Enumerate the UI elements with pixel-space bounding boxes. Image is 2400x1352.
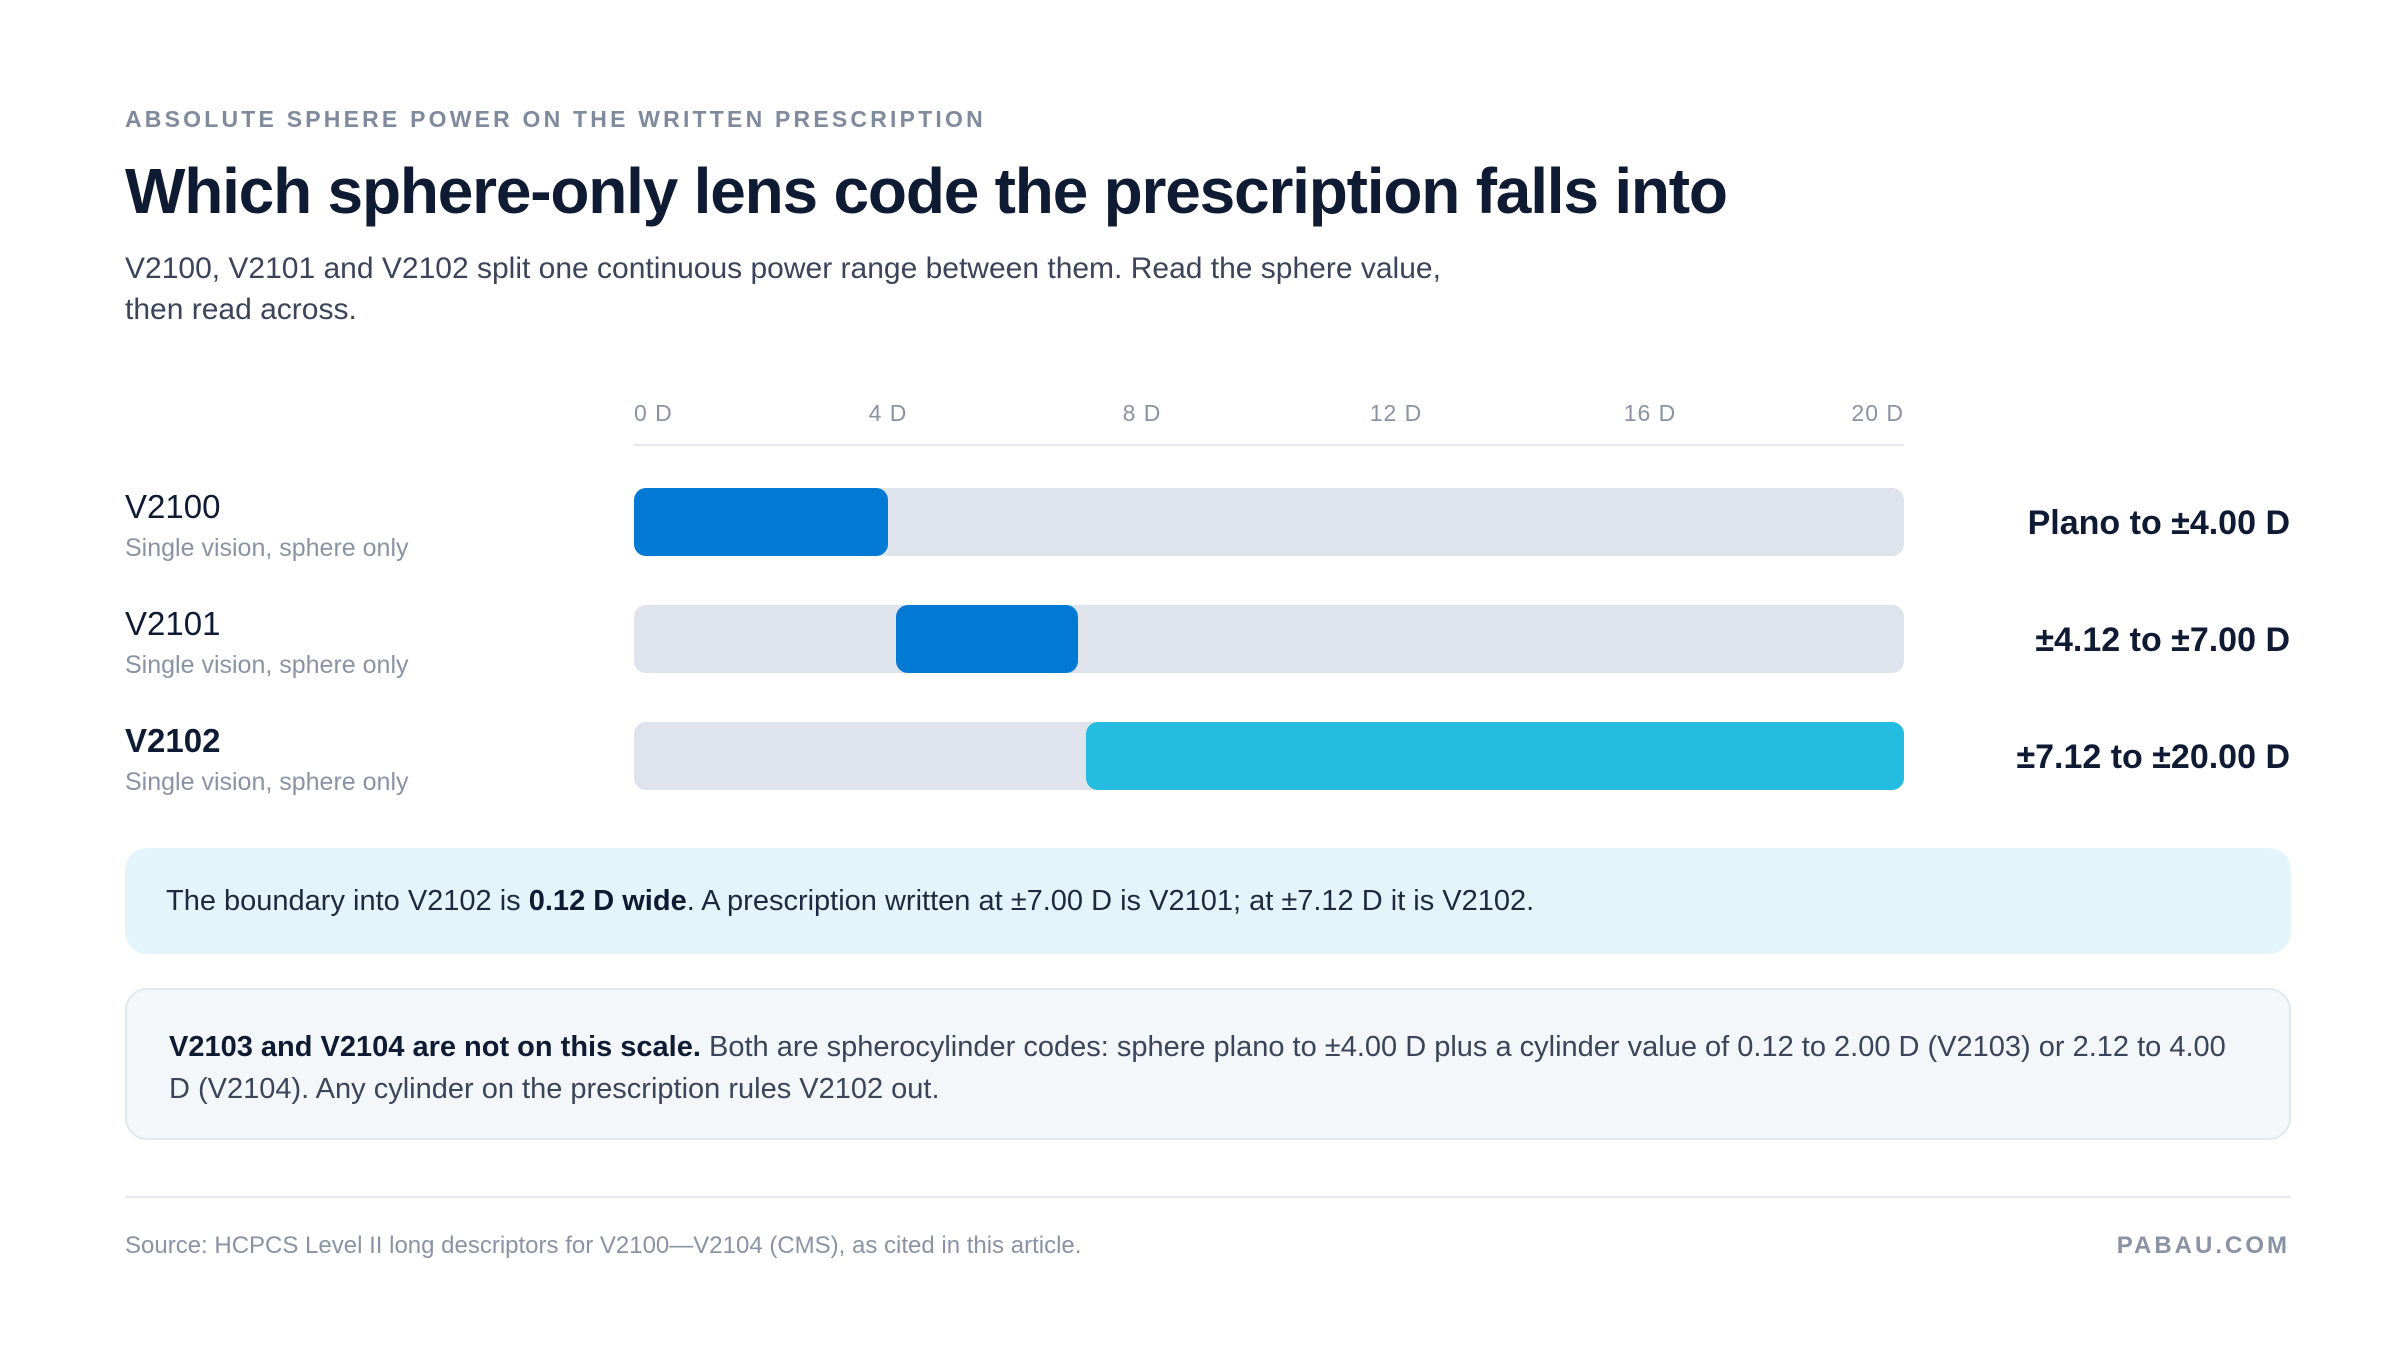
x-tick-label: 16 D bbox=[1623, 400, 1677, 426]
note-text-bold: 0.12 D wide bbox=[528, 884, 687, 917]
chart-eyebrow: ABSOLUTE SPHERE POWER ON THE WRITTEN PRE… bbox=[125, 106, 986, 132]
bar-track bbox=[634, 722, 1904, 790]
range-bar-v2100 bbox=[634, 488, 888, 556]
x-axis: 0 D 4 D 8 D 12 D 16 D 20 D bbox=[634, 400, 1904, 446]
callout-text: Both are spherocylinder codes: sphere pl… bbox=[169, 1031, 2226, 1105]
subtitle-line-2: then read across. bbox=[125, 293, 357, 326]
x-tick-label: 8 D bbox=[1122, 400, 1162, 426]
x-tick-label: 0 D bbox=[634, 400, 673, 426]
footer-divider bbox=[125, 1196, 2291, 1198]
x-tick-label: 20 D bbox=[1851, 400, 1904, 426]
x-tick-label: 12 D bbox=[1369, 400, 1423, 426]
note-text-pre: The boundary into V2102 is bbox=[166, 884, 529, 917]
row-code: V2101 bbox=[125, 605, 221, 642]
chart-row-v2100: V2100 Single vision, sphere only Plano t… bbox=[0, 488, 2400, 598]
range-label: ±7.12 to ±20.00 D bbox=[2016, 738, 2290, 776]
range-bar-v2101 bbox=[895, 605, 1079, 673]
range-label: Plano to ±4.00 D bbox=[2027, 504, 2290, 542]
row-description: Single vision, sphere only bbox=[125, 768, 409, 796]
brand-logo-text: PABAU.COM bbox=[2116, 1232, 2290, 1259]
row-description: Single vision, sphere only bbox=[125, 534, 409, 562]
range-label: ±4.12 to ±7.00 D bbox=[2035, 621, 2290, 659]
chart-row-v2101: V2101 Single vision, sphere only ±4.12 t… bbox=[0, 605, 2400, 715]
spherocylinder-callout: V2103 and V2104 are not on this scale. B… bbox=[125, 988, 2291, 1140]
bar-track bbox=[634, 605, 1904, 673]
bar-track bbox=[634, 488, 1904, 556]
x-tick-label: 4 D bbox=[868, 400, 908, 426]
chart-title: Which sphere-only lens code the prescrip… bbox=[125, 155, 1728, 227]
row-description: Single vision, sphere only bbox=[125, 651, 409, 679]
source-note: Source: HCPCS Level II long descriptors … bbox=[125, 1232, 1082, 1259]
chart-subtitle: V2100, V2101 and V2102 split one continu… bbox=[125, 248, 1525, 330]
callout-bold: V2103 and V2104 are not on this scale. bbox=[169, 1031, 701, 1063]
chart-row-v2102: V2102 Single vision, sphere only ±7.12 t… bbox=[0, 722, 2400, 832]
subtitle-line-1: V2100, V2101 and V2102 split one continu… bbox=[125, 252, 1441, 285]
row-code: V2100 bbox=[125, 488, 221, 525]
row-code: V2102 bbox=[125, 722, 221, 759]
range-bar-v2102 bbox=[1086, 722, 1904, 790]
note-text-post: . A prescription written at ±7.00 D is V… bbox=[686, 884, 1535, 917]
boundary-note: The boundary into V2102 is 0.12 D wide. … bbox=[125, 848, 2291, 954]
